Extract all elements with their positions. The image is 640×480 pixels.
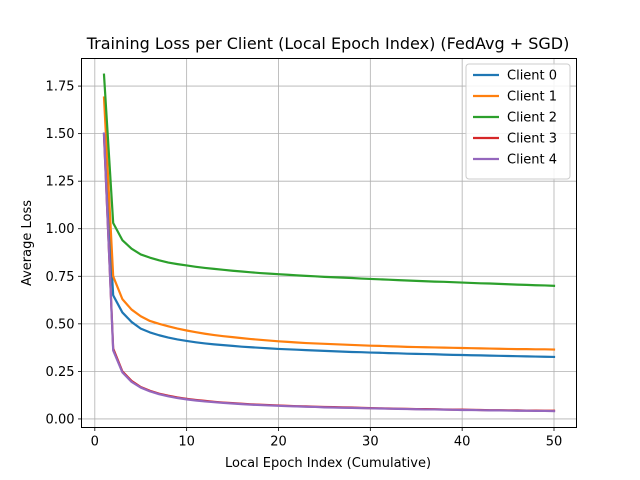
- legend-label: Client 2: [507, 111, 557, 126]
- x-tick-label: 30: [362, 435, 379, 450]
- y-tick-label: 0.25: [46, 365, 75, 380]
- series-line-client-4: [102, 132, 556, 413]
- y-tick-label: 1.00: [46, 222, 75, 237]
- legend-label: Client 4: [507, 153, 557, 168]
- legend-box: [465, 63, 571, 180]
- x-tick-label: 10: [178, 435, 195, 450]
- series-line-client-1: [102, 96, 556, 351]
- legend: Client 0 Client 1 Client 2 Client 3 Client 4: [465, 63, 571, 180]
- y-tick-label: 0.00: [46, 412, 75, 427]
- legend-label: Client 0: [507, 69, 557, 84]
- y-axis-label: Average Loss: [20, 200, 35, 286]
- y-tick-label: 0.75: [46, 270, 75, 285]
- y-tick-label: 1.75: [46, 80, 75, 95]
- legend-label: Client 3: [507, 132, 557, 147]
- series-layer: [102, 73, 556, 413]
- y-tick-label: 1.50: [46, 127, 75, 142]
- y-tick-label: 0.50: [46, 317, 75, 332]
- x-tick-label: 20: [270, 435, 287, 450]
- chart-title: Training Loss per Client (Local Epoch In…: [86, 34, 570, 53]
- x-axis-label: Local Epoch Index (Cumulative): [225, 456, 431, 471]
- x-axis-ticks: 0 10 20 30 40 50: [91, 427, 563, 450]
- x-tick-label: 40: [454, 435, 471, 450]
- x-tick-label: 0: [91, 435, 99, 450]
- y-axis-ticks: 0.00 0.25 0.50 0.75 1.00 1.25 1.50 1.75: [46, 80, 82, 427]
- series-line-client-0: [102, 132, 556, 359]
- y-tick-label: 1.25: [46, 175, 75, 190]
- x-tick-label: 50: [546, 435, 563, 450]
- plot-frame: [81, 58, 577, 428]
- series-line-client-2: [102, 73, 556, 287]
- legend-label: Client 1: [507, 90, 557, 105]
